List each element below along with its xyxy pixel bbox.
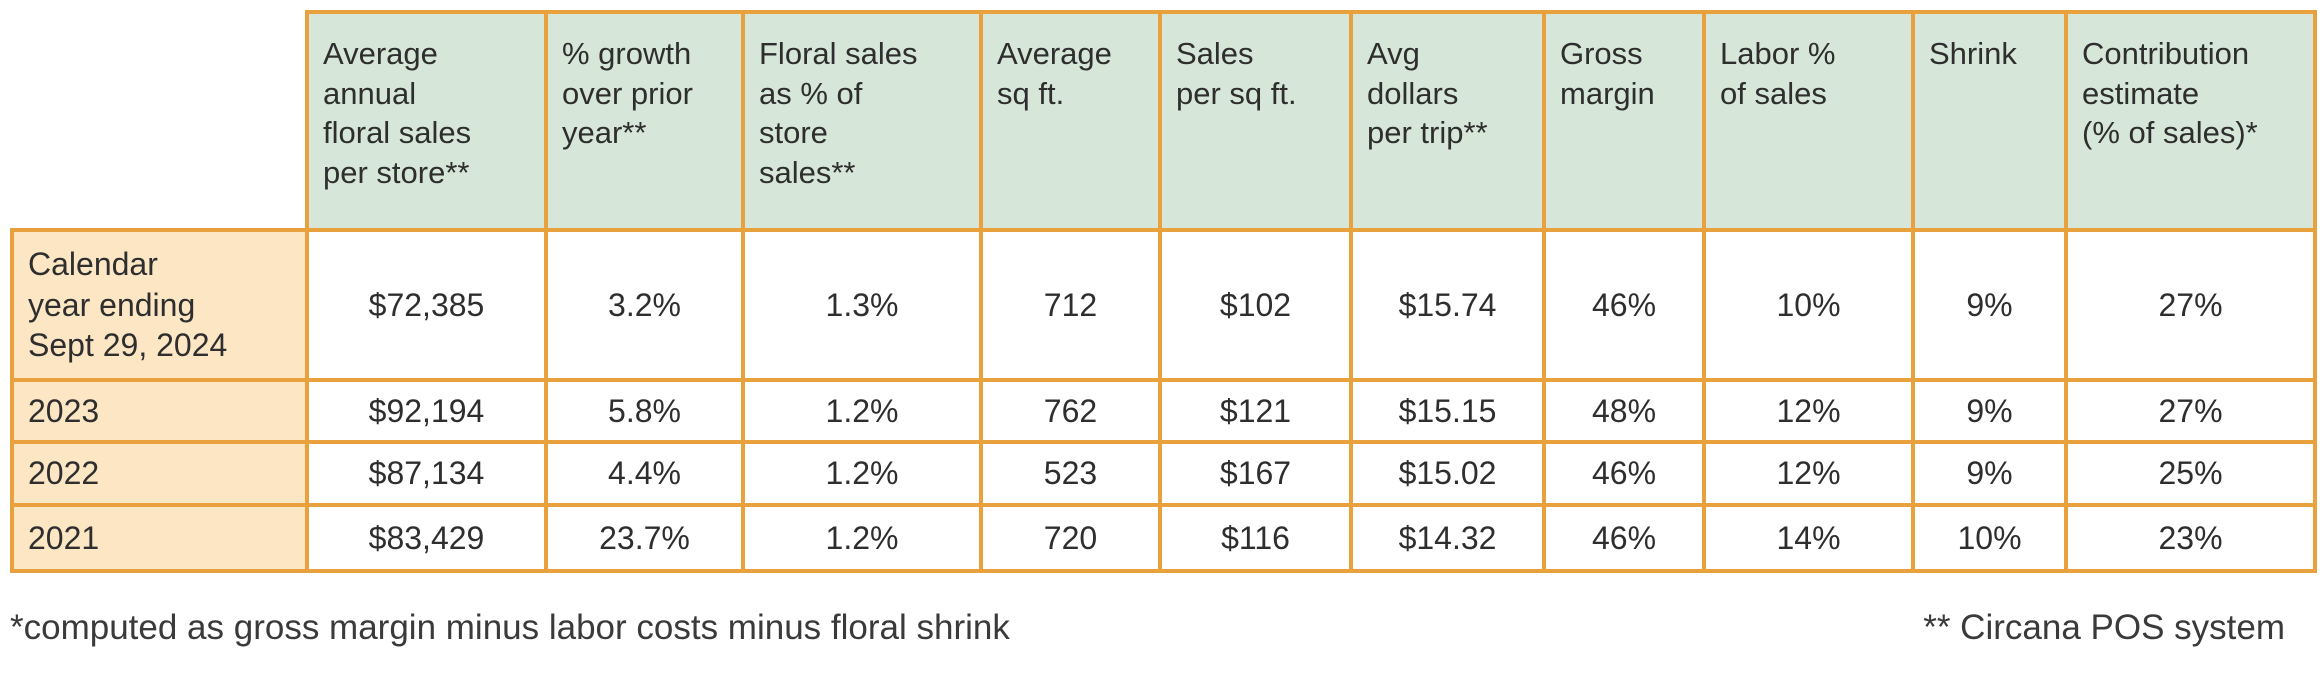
row-label-2021: 2021 (10, 503, 309, 573)
column-header-avg-dollars-per-trip: Avg dollars per trip** (1349, 10, 1546, 232)
column-header-labor-pct-of-sales: Labor % of sales (1702, 10, 1915, 232)
column-header-average-sq-ft: Average sq ft. (979, 10, 1162, 232)
data-cell: $92,194 (305, 378, 548, 444)
data-cell: 9% (1911, 440, 2068, 507)
data-cell: 3.2% (544, 228, 745, 382)
data-cell: 1.2% (741, 440, 983, 507)
data-cell: $167 (1158, 440, 1353, 507)
table-row-2022: 2022 $87,134 4.4% 1.2% 523 $167 $15.02 4… (10, 440, 2317, 507)
footnote-source-circana: ** Circana POS system (1923, 608, 2285, 647)
data-cell: $121 (1158, 378, 1353, 444)
column-header-gross-margin: Gross margin (1542, 10, 1706, 232)
column-header-shrink: Shrink (1911, 10, 2068, 232)
data-cell: 762 (979, 378, 1162, 444)
footnote-contribution-definition: *computed as gross margin minus labor co… (10, 608, 1010, 647)
data-cell: 1.2% (741, 503, 983, 573)
column-header-pct-growth: % growth over prior year** (544, 10, 745, 232)
table-row-2021: 2021 $83,429 23.7% 1.2% 720 $116 $14.32 … (10, 503, 2317, 573)
row-label-cy-2024: Calendar year ending Sept 29, 2024 (10, 228, 309, 382)
corner-spacer-cell (12, 12, 307, 230)
data-cell: 9% (1911, 378, 2068, 444)
header-row: Average annual floral sales per store** … (12, 10, 2317, 232)
data-cell: 4.4% (544, 440, 745, 507)
data-cell: $15.15 (1349, 378, 1546, 444)
data-cell: 523 (979, 440, 1162, 507)
data-cell: $102 (1158, 228, 1353, 382)
data-cell: 23.7% (544, 503, 745, 573)
data-cell: 1.3% (741, 228, 983, 382)
data-cell: 5.8% (544, 378, 745, 444)
data-cell: 27% (2064, 378, 2317, 444)
data-cell: $116 (1158, 503, 1353, 573)
data-cell: 10% (1702, 228, 1915, 382)
data-cell: 9% (1911, 228, 2068, 382)
table-row-2023: 2023 $92,194 5.8% 1.2% 762 $121 $15.15 4… (10, 378, 2317, 444)
row-label-2022: 2022 (10, 440, 309, 507)
data-cell: 23% (2064, 503, 2317, 573)
data-cell: 1.2% (741, 378, 983, 444)
data-cell: 14% (1702, 503, 1915, 573)
data-cell: 720 (979, 503, 1162, 573)
data-cell: 712 (979, 228, 1162, 382)
table-row-cy-2024: Calendar year ending Sept 29, 2024 $72,3… (10, 228, 2317, 382)
data-cell: 10% (1911, 503, 2068, 573)
data-cell: 46% (1542, 503, 1706, 573)
column-header-avg-annual-floral-sales: Average annual floral sales per store** (305, 10, 548, 232)
data-cell: $72,385 (305, 228, 548, 382)
data-cell: $15.74 (1349, 228, 1546, 382)
row-label-2023: 2023 (10, 378, 309, 444)
column-header-contribution-estimate: Contribution estimate (% of sales)* (2064, 10, 2317, 232)
data-cell: $87,134 (305, 440, 548, 507)
data-cell: 48% (1542, 378, 1706, 444)
footnotes: *computed as gross margin minus labor co… (10, 608, 2313, 648)
data-cell: 46% (1542, 228, 1706, 382)
data-cell: 25% (2064, 440, 2317, 507)
data-cell: $15.02 (1349, 440, 1546, 507)
column-header-floral-pct-of-store-sales: Floral sales as % of store sales** (741, 10, 983, 232)
data-cell: 12% (1702, 440, 1915, 507)
data-cell: 12% (1702, 378, 1915, 444)
data-cell: $14.32 (1349, 503, 1546, 573)
data-cell: 27% (2064, 228, 2317, 382)
data-cell: $83,429 (305, 503, 548, 573)
data-cell: 46% (1542, 440, 1706, 507)
floral-performance-table: Average annual floral sales per store** … (10, 10, 2317, 573)
column-header-sales-per-sq-ft: Sales per sq ft. (1158, 10, 1353, 232)
